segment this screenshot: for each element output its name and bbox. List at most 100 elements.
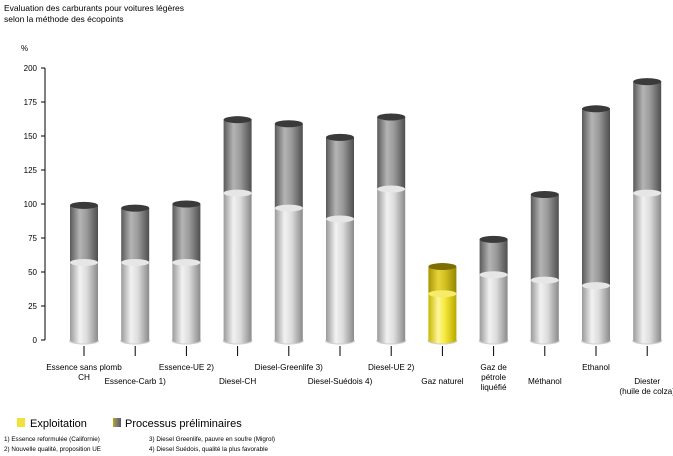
y-tick-label: 100: [24, 200, 38, 209]
bar-segment-seam: [121, 258, 150, 266]
bar-segment-seam: [377, 185, 406, 193]
legend-swatch-preliminaires: [113, 418, 121, 427]
footnote-4: 4) Diesel Suédois, qualité la plus favor…: [149, 446, 269, 453]
footnotes: 1) Essence reformulée (Californie) 2) No…: [4, 436, 275, 453]
bar-segment-seam: [70, 258, 98, 266]
bar-top-cap: [633, 78, 662, 86]
bar-preliminaires-1: [121, 208, 150, 263]
bar-segment-seam: [326, 215, 354, 223]
x-category-label-line: Essence-Carb 1): [104, 377, 166, 386]
y-axis-unit-label: %: [21, 44, 28, 53]
footnote-3: 3) Diesel Greenlife, pauvre en soufre (M…: [149, 436, 275, 443]
x-category-label-line: Méthanol: [528, 377, 562, 386]
y-tick-label: 50: [28, 268, 37, 277]
legend-label-preliminaires: Processus préliminaires: [125, 418, 242, 430]
bar-top-cap: [530, 190, 559, 198]
x-category-label-line: CH: [78, 373, 90, 382]
x-category-label-line: Gaz naturel: [421, 377, 464, 386]
bar-exploitation-bottom: [530, 336, 559, 344]
x-category-label-line: Diesel-CH: [219, 377, 256, 386]
bar-segment-seam: [530, 276, 559, 284]
bar-exploitation-bottom: [274, 336, 303, 344]
bar-exploitation-11: [633, 193, 662, 340]
bar-exploitation-3: [223, 193, 252, 340]
bar-exploitation-bottom: [582, 336, 610, 344]
bar-top-cap: [326, 133, 354, 141]
bar-exploitation-0: [70, 262, 98, 340]
bar-exploitation-bottom: [428, 336, 457, 344]
x-category-label: Essence-Carb 1): [104, 377, 166, 386]
y-tick-label: 175: [24, 98, 38, 107]
bar-top-cap: [121, 204, 150, 212]
bar-exploitation-6: [377, 189, 406, 340]
bars-group: [69, 78, 663, 345]
bar-exploitation-1: [121, 262, 150, 340]
x-category-label: Diesel-CH: [219, 377, 256, 386]
bar-segment-seam: [223, 189, 252, 197]
x-category-label: Gaz de pétrole liquéfié: [480, 363, 507, 392]
bar-preliminaires-11: [633, 81, 662, 194]
y-tick-label: 125: [24, 166, 38, 175]
y-axis: 0 25 50 75 100 125 150 175 200: [24, 64, 46, 345]
x-category-label: Essence-UE 2): [159, 363, 214, 372]
y-tick-label: 75: [28, 234, 37, 243]
bar-segment-seam: [172, 258, 201, 266]
bar-exploitation-2: [172, 262, 201, 340]
bar-segment-seam: [633, 189, 662, 197]
bar-top-cap: [428, 263, 457, 271]
bar-preliminaires-2: [172, 204, 201, 263]
bar-segment-seam: [274, 204, 303, 212]
bar-preliminaires-5: [326, 137, 354, 219]
bar-exploitation-9: [530, 280, 559, 340]
bar-exploitation-bottom: [172, 336, 201, 344]
y-tick-label: 0: [33, 336, 38, 345]
legend: Exploitation Processus préliminaires: [17, 418, 242, 430]
x-category-label-line: Diesel-Suédois 4): [308, 377, 373, 386]
y-tick-label: 200: [24, 64, 38, 73]
x-category-label-line: Essence sans plomb: [46, 363, 122, 372]
bar-top-cap: [172, 200, 201, 208]
x-category-label-line: Diester: [634, 377, 660, 386]
bar-segment-seam: [582, 282, 610, 290]
bar-exploitation-bottom: [326, 336, 354, 344]
chart-title-line-1: Evaluation des carburants pour voitures …: [4, 3, 184, 13]
bar-preliminaires-9: [530, 194, 559, 281]
bar-preliminaires-0: [70, 205, 98, 263]
x-category-label: Essence sans plomb CH: [46, 363, 122, 382]
bar-exploitation-10: [582, 285, 610, 340]
footnote-2: 2) Nouvelle qualité, proposition UE: [4, 446, 101, 453]
bar-exploitation-bottom: [479, 336, 508, 344]
x-category-label-line: Essence-UE 2): [159, 363, 214, 372]
bar-top-cap: [377, 113, 406, 121]
bar-exploitation-5: [326, 218, 354, 340]
x-category-label: Diesel-UE 2): [368, 363, 415, 372]
bar-segment-seam: [479, 271, 508, 279]
x-category-label-line: Diesel-UE 2): [368, 363, 415, 372]
bar-exploitation-bottom: [223, 336, 252, 344]
bar-exploitation-bottom: [633, 336, 662, 344]
x-category-label-line: Ethanol: [582, 363, 610, 372]
legend-swatch-exploitation: [17, 418, 25, 427]
x-category-label-line: liquéfié: [481, 383, 507, 392]
legend-label-exploitation: Exploitation: [30, 418, 87, 430]
x-category-label-line: Gaz de: [480, 363, 507, 372]
bar-top-cap: [274, 120, 303, 128]
bar-exploitation-7: [428, 293, 457, 340]
x-category-label-line: pétrole: [481, 373, 506, 382]
bar-exploitation-bottom: [70, 336, 98, 344]
bar-exploitation-8: [479, 274, 508, 340]
chart-title-line-2: selon la méthode des écopoints: [4, 14, 124, 24]
x-category-label: Gaz naturel: [421, 377, 464, 386]
bar-preliminaires-3: [223, 119, 252, 194]
bar-exploitation-bottom: [377, 336, 406, 344]
x-category-label: Diester (huile de colza): [619, 377, 673, 396]
bar-top-cap: [582, 105, 610, 113]
bar-top-cap: [223, 116, 252, 124]
bar-exploitation-4: [274, 208, 303, 340]
x-category-label: Diesel-Suédois 4): [308, 377, 373, 386]
footnote-1: 1) Essence reformulée (Californie): [4, 436, 100, 443]
x-category-label-line: Diesel-Greenlife 3): [255, 363, 324, 372]
x-axis-labels: Essence sans plomb CH Essence-Carb 1)Essen…: [46, 346, 673, 396]
bar-exploitation-bottom: [121, 336, 150, 344]
